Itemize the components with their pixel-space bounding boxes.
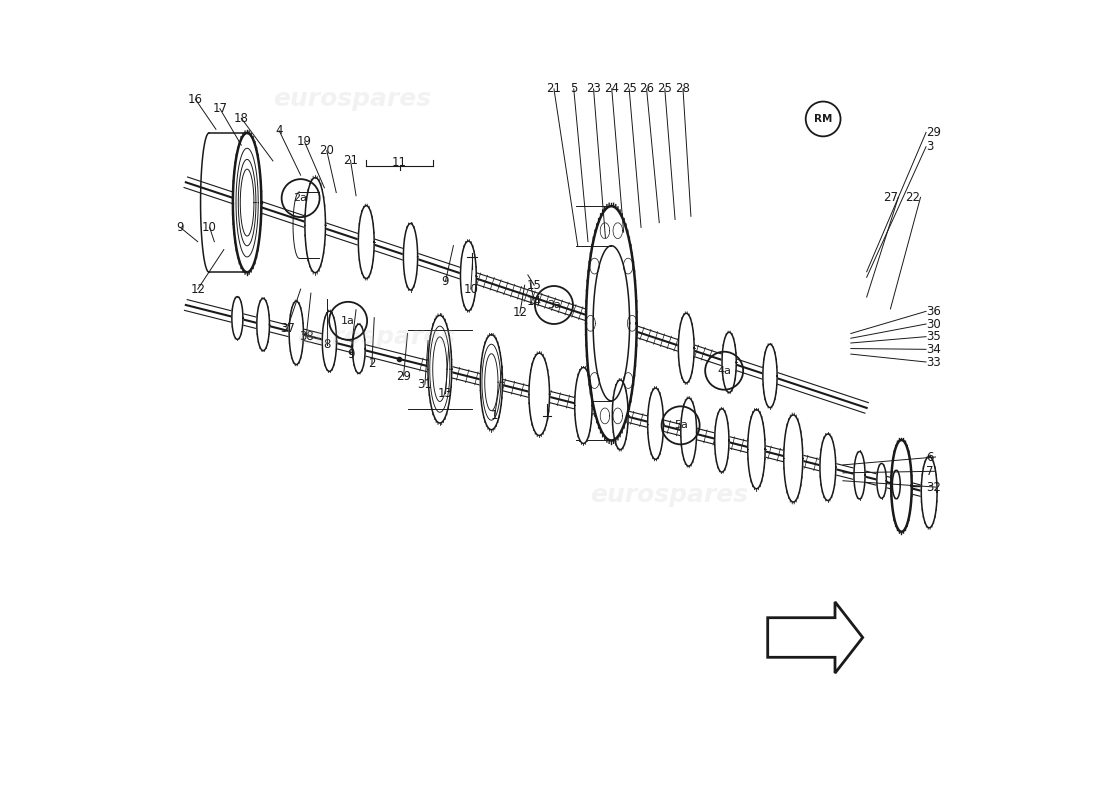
Text: eurospares: eurospares [297,325,455,349]
Polygon shape [877,463,887,498]
Polygon shape [763,344,777,407]
Text: 3: 3 [926,140,934,153]
Text: 9: 9 [346,347,354,361]
Text: 31: 31 [418,378,432,390]
Text: 34: 34 [926,343,940,356]
Text: 2a: 2a [294,193,308,203]
Text: 12: 12 [513,306,527,319]
Text: RM: RM [814,114,833,124]
Text: 29: 29 [926,126,940,139]
Polygon shape [854,451,865,499]
Text: 36: 36 [926,305,940,318]
Text: 14: 14 [527,294,541,307]
Polygon shape [892,470,900,498]
Text: 33: 33 [926,355,940,369]
Text: 17: 17 [212,102,228,115]
Text: 7: 7 [926,465,934,478]
Text: 4: 4 [275,124,283,138]
Polygon shape [233,133,262,272]
Polygon shape [586,206,637,441]
Text: eurospares: eurospares [273,87,431,111]
Text: 32: 32 [926,481,940,494]
Polygon shape [681,398,696,466]
Polygon shape [891,440,912,532]
Polygon shape [648,388,663,459]
Text: 5: 5 [570,82,578,95]
Text: 21: 21 [547,82,561,95]
Polygon shape [783,415,803,502]
Text: 9: 9 [442,274,449,288]
Polygon shape [613,380,628,450]
Polygon shape [461,241,476,310]
Text: 25: 25 [658,82,672,95]
Text: 27: 27 [883,191,899,204]
Text: 10: 10 [463,282,478,296]
Polygon shape [820,434,836,501]
Text: 10: 10 [202,221,217,234]
Text: 19: 19 [297,135,312,149]
Text: 8: 8 [323,338,330,351]
Text: eurospares: eurospares [590,483,748,507]
Polygon shape [305,178,326,273]
Text: 18: 18 [234,112,249,125]
Text: 30: 30 [926,318,940,330]
Polygon shape [768,602,862,673]
Polygon shape [922,457,937,528]
Text: 23: 23 [586,82,601,95]
Polygon shape [232,297,243,339]
Polygon shape [529,353,550,435]
Polygon shape [352,324,365,374]
Text: 1a: 1a [341,316,355,326]
Text: 15: 15 [527,278,541,292]
Text: 5a: 5a [673,420,688,430]
Text: 24: 24 [604,82,619,95]
Text: 4a: 4a [717,366,732,376]
Text: 22: 22 [905,191,921,204]
Text: 2: 2 [368,357,375,370]
Text: 13: 13 [438,387,453,400]
Polygon shape [715,409,729,472]
Text: 16: 16 [188,93,202,106]
Polygon shape [574,367,592,443]
Text: 20: 20 [319,144,334,157]
Text: 21: 21 [343,154,358,166]
Polygon shape [722,332,736,393]
Text: 37: 37 [279,322,295,335]
Text: 26: 26 [639,82,654,95]
Text: 28: 28 [675,82,691,95]
Text: 1: 1 [491,410,498,422]
Polygon shape [359,206,374,278]
Text: 9: 9 [176,221,184,234]
Text: 29: 29 [396,370,411,382]
Polygon shape [481,334,503,430]
Polygon shape [679,314,694,383]
Text: 12: 12 [190,282,206,296]
Text: 11: 11 [392,156,407,169]
Text: 35: 35 [926,330,940,343]
Polygon shape [748,410,766,489]
Text: 3a: 3a [547,300,561,310]
Polygon shape [428,315,452,423]
Polygon shape [322,311,337,371]
Text: 25: 25 [621,82,637,95]
Text: 6: 6 [926,450,934,463]
Polygon shape [256,298,270,350]
Text: 38: 38 [299,330,314,343]
Polygon shape [289,302,304,365]
Polygon shape [404,223,418,290]
